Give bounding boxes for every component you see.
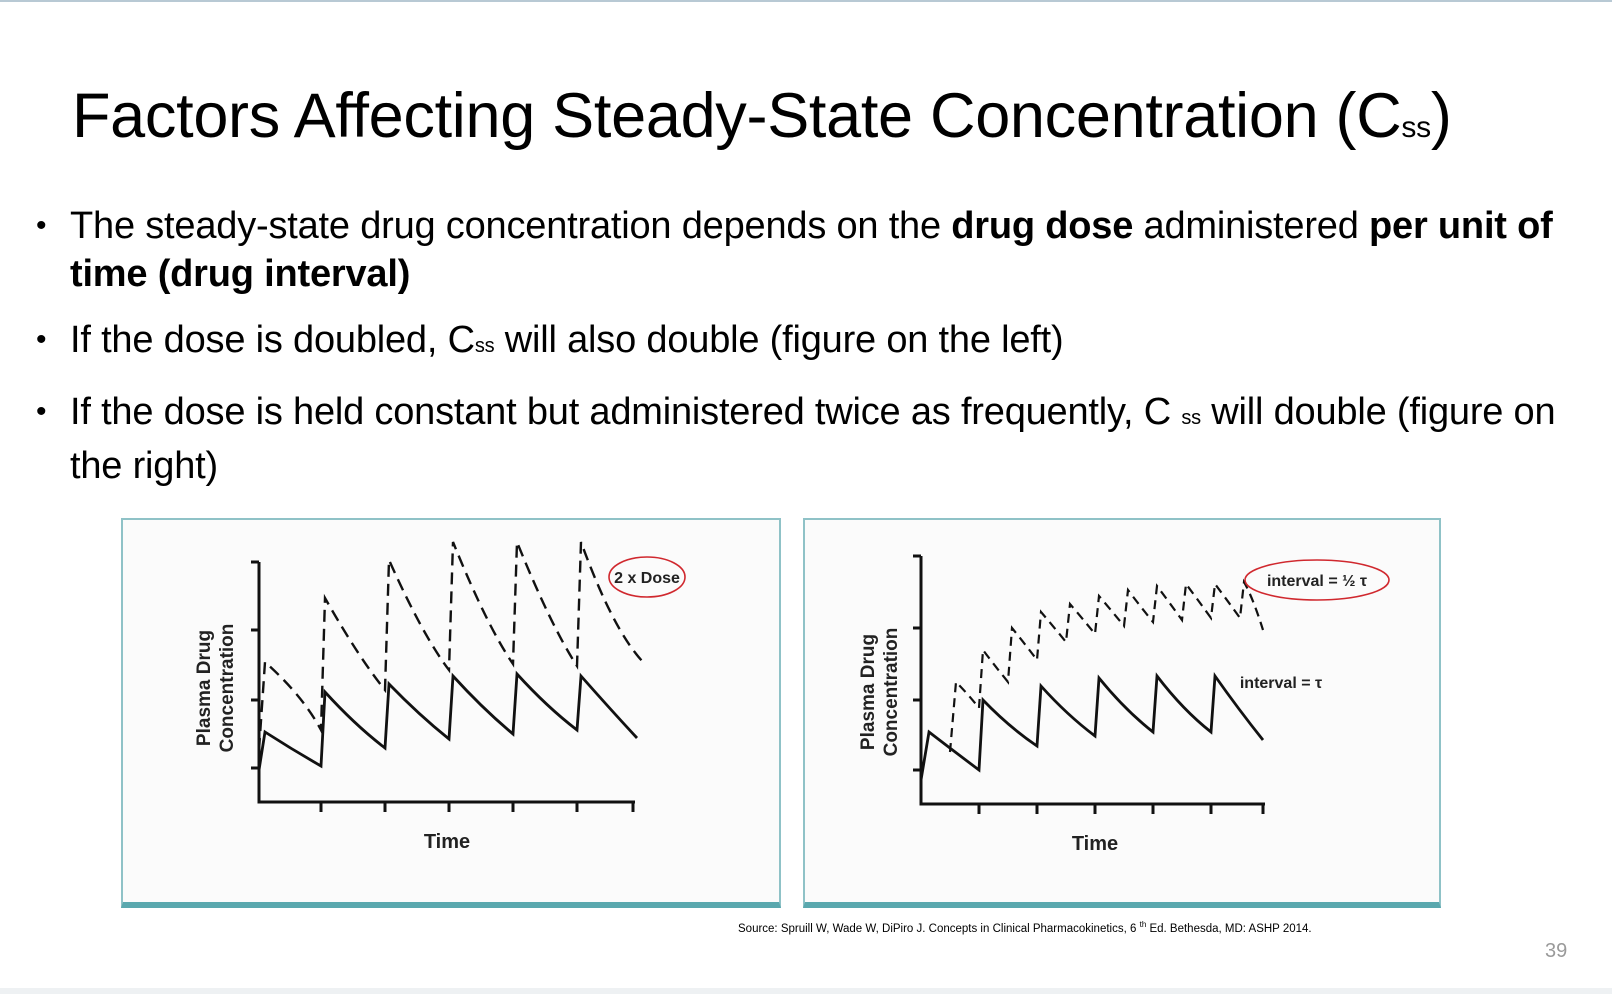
bullet-2-text-b: will also double (figure on the left) <box>494 319 1064 361</box>
bullet-3-subscript: ss <box>1181 407 1201 429</box>
page-number: 39 <box>1545 940 1568 962</box>
y-axis-label-line2: Concentration <box>217 624 238 753</box>
axes-left <box>257 562 635 804</box>
annotation-ellipse <box>608 556 686 598</box>
bullet-dot: • <box>36 323 47 356</box>
annotation-half-interval: interval = ½ τ <box>1267 573 1367 590</box>
bullet-dot: • <box>36 209 47 242</box>
title-text: Factors Affecting Steady-State Concentra… <box>72 81 1402 151</box>
title-subscript: ss <box>1401 111 1431 144</box>
bullet-1-bold-dose: drug dose <box>951 205 1134 247</box>
bullet-2-text-a: If the dose is doubled, C <box>70 319 475 361</box>
source-superscript: th <box>1139 920 1147 929</box>
bullet-item-1: • The steady-state drug concentration de… <box>36 202 1576 298</box>
top-rule <box>0 0 1612 2</box>
chart-interval-halved: interval = ½ τ interval = τ Time Plasma … <box>858 554 1390 855</box>
y-axis-label-line2: Concentration <box>881 628 902 757</box>
title-close-paren: ) <box>1430 81 1452 151</box>
source-text: Source: Spruill W, Wade W, DiPiro J. Con… <box>738 922 1140 935</box>
bullet-1-bold-interval: per unit of time (drug interval) <box>70 205 1553 295</box>
y-axis-label-line1: Plasma Drug <box>194 630 215 746</box>
series-single-dose <box>257 670 639 771</box>
y-axis-label-line1: Plasma Drug <box>858 634 879 750</box>
chart-dose-doubled: 2 x Dose Time Plasma Drug Concentration <box>194 541 686 853</box>
bottom-rule <box>0 988 1612 994</box>
bullet-item-3: • If the dose is held constant but admin… <box>36 388 1576 490</box>
figure-dose-doubled: 2 x Dose Time Plasma Drug Concentration <box>121 518 781 908</box>
bullet-list: • The steady-state drug concentration de… <box>36 202 1576 508</box>
series-interval-half-tau <box>948 578 1265 753</box>
bullet-dot: • <box>36 395 47 428</box>
x-axis-label: Time <box>424 831 470 853</box>
series-double-dose <box>257 541 644 751</box>
x-axis-label: Time <box>1072 833 1118 855</box>
annotation-2x-dose: 2 x Dose <box>614 570 680 587</box>
series-interval-tau <box>919 671 1265 781</box>
bullet-1-text-b: administered <box>1133 205 1370 247</box>
bullet-item-2: • If the dose is doubled, Css will also … <box>36 316 1576 370</box>
axes-right <box>919 556 1265 806</box>
annotation-ellipse <box>1244 559 1390 601</box>
bullet-2-subscript: ss <box>474 335 495 357</box>
source-citation: Source: Spruill W, Wade W, DiPiro J. Con… <box>738 920 1312 935</box>
annotation-full-interval: interval = τ <box>1240 675 1322 692</box>
bullet-3-text-b: will double (figure on the right) <box>70 391 1556 487</box>
figure-interval-halved: interval = ½ τ interval = τ Time Plasma … <box>803 518 1441 908</box>
source-text-end: Ed. Bethesda, MD: ASHP 2014. <box>1146 922 1312 935</box>
slide-title: Factors Affecting Steady-State Concentra… <box>72 76 1452 168</box>
bullet-1-text-a: The steady-state drug concentration depe… <box>70 205 952 247</box>
bullet-3-text-a: If the dose is held constant but adminis… <box>70 391 1182 433</box>
